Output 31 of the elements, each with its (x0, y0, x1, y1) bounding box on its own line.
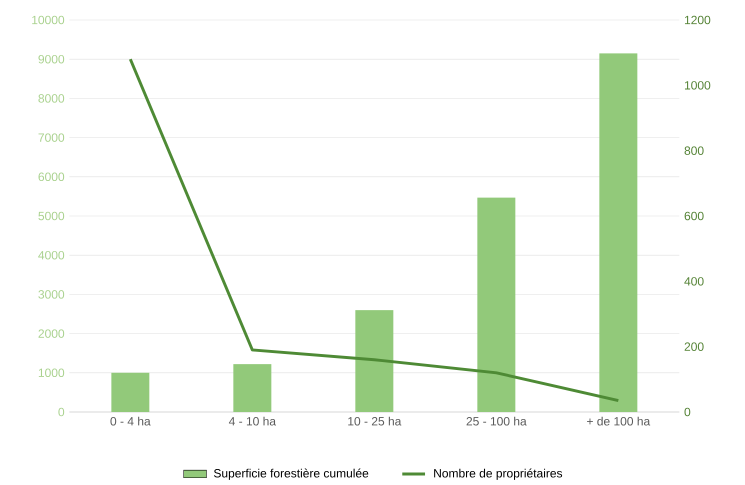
y2-tick-label: 200 (684, 342, 704, 351)
bar (111, 372, 150, 412)
y2-tick-label: 1000 (684, 81, 710, 90)
y-tick-label: 5000 (38, 212, 64, 220)
y2-tick-label: 800 (684, 146, 704, 155)
y-tick-label: 9000 (38, 54, 64, 64)
y-tick-label: 8000 (38, 94, 64, 103)
legend-label: Superficie forestière cumulée (214, 468, 368, 480)
y-tick-label: 4000 (38, 250, 64, 260)
y-tick-label: 0 (58, 408, 64, 416)
y2-tick-label: 0 (684, 408, 690, 416)
bar (599, 53, 638, 412)
line-series (128, 58, 620, 402)
bar (233, 364, 272, 412)
bar (355, 310, 394, 412)
y2-tick-label: 600 (684, 212, 704, 220)
y-tick-label: 6000 (38, 172, 64, 182)
y-tick-label: 2000 (38, 329, 64, 338)
y-tick-label: 7000 (38, 133, 64, 142)
x-tick-label: 25 - 100 ha (466, 416, 527, 426)
y-tick-label: 3000 (38, 290, 64, 299)
x-tick-label: + de 100 ha (587, 416, 650, 426)
x-tick-label: 0 - 4 ha (110, 416, 151, 426)
y2-tick-label: 1200 (684, 16, 710, 24)
y2-tick-label: 400 (684, 277, 704, 286)
x-tick-label: 10 - 25 ha (348, 416, 402, 426)
x-tick-label: 4 - 10 ha (228, 416, 276, 426)
y-tick-label: 1000 (38, 368, 64, 378)
bar (477, 198, 516, 412)
legend-label: Nombre de propriétaires (434, 468, 562, 480)
y-tick-label: 10000 (32, 16, 64, 24)
